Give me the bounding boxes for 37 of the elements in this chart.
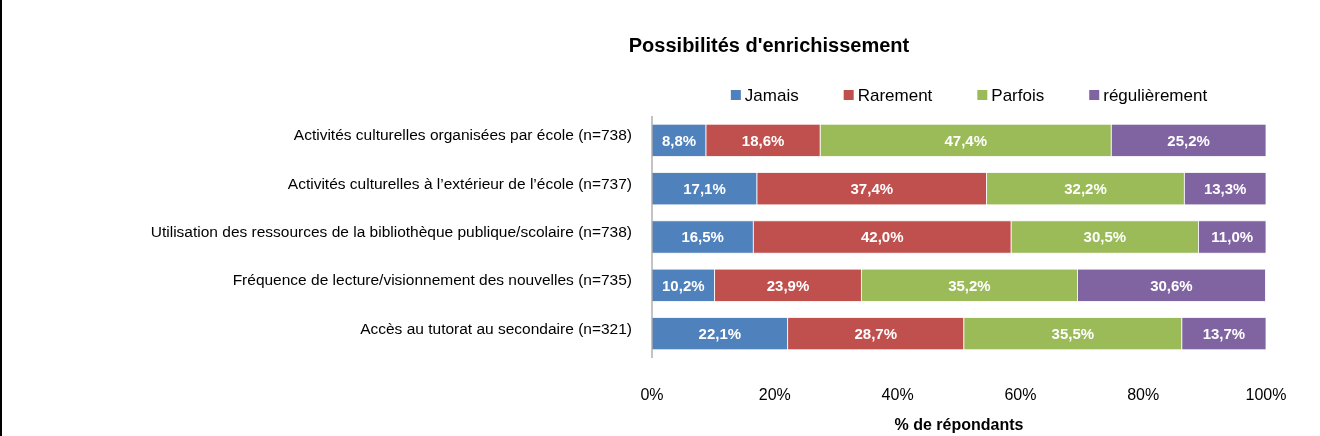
x-tick-label: 60% — [1004, 386, 1037, 403]
data-label: 32,2% — [1064, 179, 1107, 197]
x-axis-title: % de répondants — [894, 416, 1024, 433]
data-label: 13,7% — [1202, 324, 1246, 342]
x-tick-label: 40% — [881, 386, 914, 403]
data-label: 17,1% — [683, 179, 726, 197]
y-tick-label: Fréquence de lecture/visionnement des nouvelles (n=735) — [232, 271, 632, 289]
data-label: 30,5% — [1083, 228, 1127, 246]
data-label: 13,3% — [1203, 179, 1247, 197]
data-label: 25,2% — [1167, 131, 1210, 149]
data-label: 35,2% — [948, 276, 991, 294]
legend-label: Rarement — [857, 86, 933, 105]
x-tick-label: 80% — [1127, 386, 1160, 403]
data-label: 23,9% — [766, 276, 810, 294]
legend-label: Jamais — [744, 86, 799, 105]
data-label: 28,7% — [854, 324, 898, 342]
x-tick-label: 100% — [1245, 386, 1287, 403]
legend-label: Parfois — [991, 86, 1045, 105]
chart-title: Possibilités d'enrichissement — [628, 34, 910, 56]
data-label: 35,5% — [1051, 324, 1095, 342]
x-tick-label: 20% — [758, 386, 791, 403]
y-tick-label: Activités culturelles organisées par école (n=738) — [293, 126, 632, 144]
y-tick-label: Accès au tutorat au secondaire (n=321) — [360, 319, 632, 337]
data-label: 42,0% — [860, 228, 904, 246]
y-tick-label: Utilisation des ressources de la bibliothèque publique/scolaire (n=738) — [150, 223, 632, 240]
y-tick-label: Activités culturelles à l’extérieur de l’école (n=737) — [287, 174, 632, 192]
data-label: 47,4% — [944, 131, 988, 149]
data-label: 22,1% — [698, 324, 742, 342]
data-label: 10,2% — [662, 276, 705, 294]
data-label: 16,5% — [681, 228, 724, 246]
data-label: 8,8% — [661, 131, 697, 149]
legend-label: régulièrement — [1103, 86, 1208, 105]
data-label: 30,6% — [1150, 276, 1193, 294]
x-tick-label: 0% — [640, 386, 664, 403]
data-label: 18,6% — [741, 131, 785, 149]
data-label: 11,0% — [1211, 228, 1254, 246]
data-label: 37,4% — [850, 179, 894, 197]
